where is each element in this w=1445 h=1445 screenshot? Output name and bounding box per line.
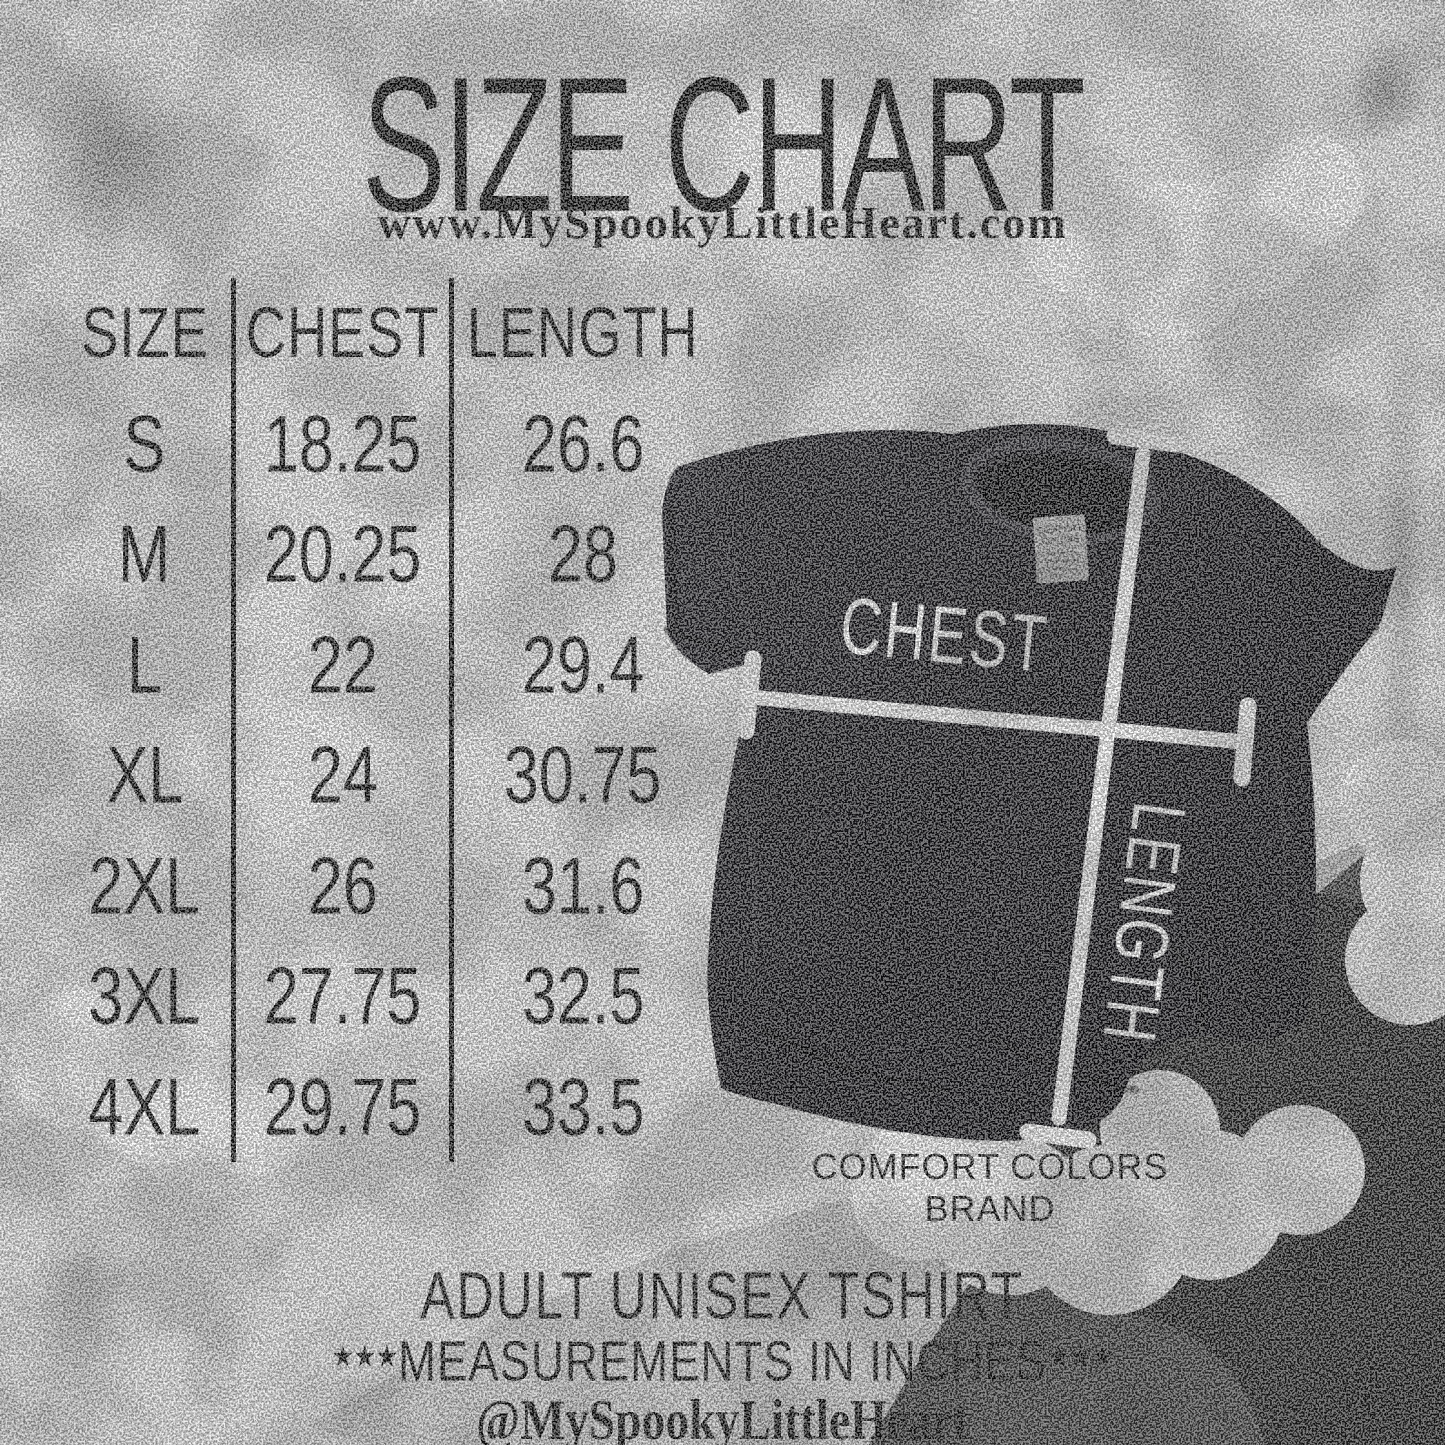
table-cell: S	[58, 388, 236, 499]
brand-note-block: COMFORT COLORS BRAND	[790, 1146, 1190, 1230]
table-cell: 26	[236, 830, 454, 941]
website-url: www.MySpookyLittleHeart.com	[377, 197, 1068, 248]
chest-line-right-cap	[1233, 697, 1257, 787]
table-cell: XL	[58, 720, 236, 831]
column-header-chest: CHEST	[236, 278, 454, 389]
table-cell: 27.75	[236, 941, 454, 1052]
table-cell: 29.75	[236, 1051, 454, 1162]
product-type: ADULT UNISEX TSHIRT	[420, 1257, 1025, 1333]
measurement-note: MEASUREMENTS IN INCHES	[397, 1331, 1048, 1394]
neck-tag: COMFORT COLORS	[1032, 514, 1089, 584]
tshirt-graphic: COMFORT COLORS	[662, 424, 1397, 1149]
table-cell: 18.25	[236, 388, 454, 499]
column-header-size: SIZE	[58, 278, 236, 389]
title-block: SIZE CHART	[0, 34, 1445, 252]
table-cell: 3XL	[58, 941, 236, 1052]
brand-note: COMFORT COLORS BRAND	[811, 1146, 1169, 1229]
star-icons: ★★★	[331, 1338, 398, 1374]
table-cell: 20.25	[236, 499, 454, 610]
table-cell: 4XL	[58, 1051, 236, 1162]
length-line-top-cap	[1106, 427, 1184, 453]
website-block: www.MySpookyLittleHeart.com	[0, 196, 1445, 249]
social-handle-block: @MySpookyLittleHeart	[0, 1386, 1445, 1445]
table-cell: L	[58, 609, 236, 720]
chest-line-left-cap	[737, 650, 762, 740]
table-cell: M	[58, 499, 236, 610]
product-type-block: ADULT UNISEX TSHIRT	[0, 1256, 1445, 1333]
measurement-note-block: ★★★MEASUREMENTS IN INCHES★★★	[0, 1330, 1445, 1394]
social-handle: @MySpookyLittleHeart	[476, 1387, 969, 1445]
table-cell: 24	[236, 720, 454, 831]
star-icons: ★★★	[1047, 1338, 1114, 1374]
column-header-length: LENGTH	[467, 293, 699, 373]
size-table: SIZE CHEST LENGTH S 18.25 26.6 M 20.25 2…	[58, 278, 712, 1162]
table-cell: 2XL	[58, 830, 236, 941]
table-cell: 22	[236, 609, 454, 720]
length-line-bottom-cap	[1019, 1123, 1097, 1149]
